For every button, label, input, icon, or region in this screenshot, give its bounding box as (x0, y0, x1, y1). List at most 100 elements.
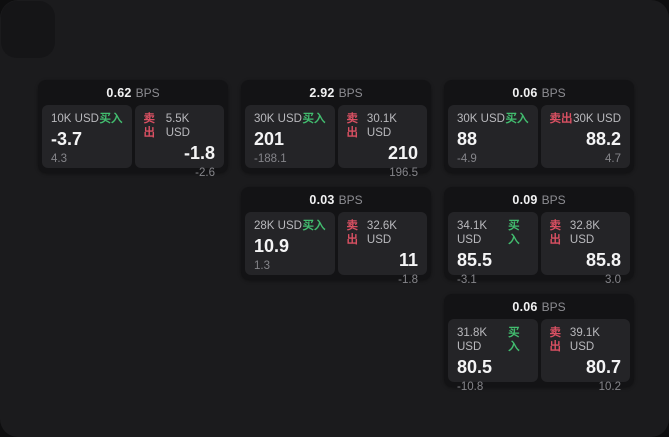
buy-side-tag: 买入 (302, 113, 326, 125)
buy-notional: 10K USD (51, 113, 99, 125)
buy-price: 201 (254, 129, 285, 149)
buy-side-tag: 买入 (99, 113, 123, 125)
bps-value: 0.09 (512, 192, 538, 207)
bps-value: 0.03 (309, 192, 335, 207)
buy-side-tag: 买入 (508, 327, 520, 353)
buy-panel-top: 34.1K USD 买入 (457, 219, 529, 247)
sell-price: 80.7 (585, 357, 621, 377)
quote-card: 0.06 BPS 30K USD 买入 88 -4.9 卖出 30K USD 88.2 4.7 (444, 80, 634, 173)
bps-unit-label: BPS (541, 192, 566, 207)
buy-delta: -3.1 (457, 274, 477, 286)
sell-quote-panel[interactable]: 卖出 30.1K USD 210 196.5 (337, 105, 427, 179)
buy-delta: -10.8 (457, 381, 484, 393)
bps-unit-label: BPS (338, 85, 363, 100)
sell-notional: 32.8K USD (569, 220, 600, 246)
buy-side-tag: 买入 (505, 113, 529, 125)
buy-panel-top: 10K USD 买入 (51, 112, 123, 126)
bps-unit-label: BPS (338, 192, 363, 207)
buy-quote-panel[interactable]: 10K USD 买入 -3.7 4.3 (42, 105, 132, 168)
buy-delta: 4.3 (51, 153, 67, 165)
buy-panel-top: 30K USD 买入 (457, 112, 529, 126)
sell-panel-top: 卖出 5.5K USD (144, 112, 216, 140)
quote-card: 0.03 BPS 28K USD 买入 10.9 1.3 卖出 32.6K USD 11 -1.8 (241, 187, 431, 286)
buy-price: 80.5 (457, 357, 493, 377)
sell-side-tag: 卖出 (143, 113, 156, 139)
buy-side-tag: 买入 (508, 220, 520, 246)
sell-panel-top: 卖出 30K USD (550, 112, 622, 126)
sell-notional: 5.5K USD (165, 113, 190, 139)
sell-notional: 32.6K USD (366, 220, 397, 246)
quote-card: 0.09 BPS 34.1K USD 买入 85.5 -3.1 卖出 32.8K USD 85.… (444, 187, 634, 286)
bps-header: 0.06 BPS (444, 80, 634, 105)
buy-quote-panel[interactable]: 31.8K USD 买入 80.5 -10.8 (448, 319, 538, 393)
buy-notional: 34.1K USD (457, 220, 488, 246)
buy-quote-panel[interactable]: 30K USD 买入 201 -188.1 (245, 105, 335, 168)
bps-header: 0.06 BPS (444, 294, 634, 319)
sell-notional: 30.1K USD (366, 113, 397, 139)
sell-quote-panel[interactable]: 卖出 32.8K USD 85.8 3.0 (540, 212, 630, 286)
quote-card-body: 30K USD 买入 88 -4.9 卖出 30K USD 88.2 4.7 (444, 105, 634, 172)
sell-side-tag: 卖出 (346, 113, 359, 139)
sell-price: 210 (387, 143, 418, 163)
sell-side-tag: 卖出 (549, 220, 562, 246)
buy-panel-top: 28K USD 买入 (254, 219, 326, 233)
sell-side-tag: 卖出 (549, 113, 573, 125)
sell-notional: 39.1K USD (569, 327, 600, 353)
buy-panel-top: 30K USD 买入 (254, 112, 326, 126)
bps-header: 0.62 BPS (38, 80, 228, 105)
buy-price: -3.7 (51, 129, 83, 149)
buy-side-tag: 买入 (302, 220, 326, 232)
bps-header: 2.92 BPS (241, 80, 431, 105)
sell-delta: 196.5 (389, 167, 418, 179)
buy-notional: 28K USD (254, 220, 302, 232)
bps-header: 0.03 BPS (241, 187, 431, 212)
buy-price: 88 (457, 129, 478, 149)
sell-side-tag: 卖出 (346, 220, 359, 246)
bps-value: 0.06 (512, 85, 538, 100)
sell-delta: -1.8 (398, 274, 418, 286)
quote-card: 2.92 BPS 30K USD 买入 201 -188.1 卖出 30.1K USD 210 1… (241, 80, 431, 179)
quote-card: 0.62 BPS 10K USD 买入 -3.7 4.3 卖出 5.5K USD -1.8 -2.… (38, 80, 228, 179)
buy-price: 85.5 (457, 250, 493, 270)
sell-price: 88.2 (585, 129, 621, 149)
sell-panel-top: 卖出 32.6K USD (347, 219, 419, 247)
quote-card-body: 10K USD 买入 -3.7 4.3 卖出 5.5K USD -1.8 -2.6 (38, 105, 228, 179)
sell-quote-panel[interactable]: 卖出 39.1K USD 80.7 10.2 (540, 319, 630, 393)
bps-unit-label: BPS (135, 85, 160, 100)
sell-quote-panel[interactable]: 卖出 32.6K USD 11 -1.8 (337, 212, 427, 286)
corner-widget (1, 1, 55, 58)
buy-notional: 30K USD (457, 113, 505, 125)
sell-panel-top: 卖出 30.1K USD (347, 112, 419, 140)
quote-card: 0.06 BPS 31.8K USD 买入 80.5 -10.8 卖出 39.1K USD 80… (444, 294, 634, 393)
sell-notional: 30K USD (573, 113, 621, 125)
quote-card-body: 30K USD 买入 201 -188.1 卖出 30.1K USD 210 196.5 (241, 105, 431, 179)
buy-price: 10.9 (254, 236, 290, 256)
buy-delta: -4.9 (457, 153, 477, 165)
quote-card-body: 28K USD 买入 10.9 1.3 卖出 32.6K USD 11 -1.8 (241, 212, 431, 286)
sell-delta: 10.2 (598, 381, 621, 393)
bps-unit-label: BPS (541, 85, 566, 100)
bps-unit-label: BPS (541, 299, 566, 314)
sell-delta: 3.0 (605, 274, 621, 286)
buy-quote-panel[interactable]: 28K USD 买入 10.9 1.3 (245, 212, 335, 275)
quote-card-body: 34.1K USD 买入 85.5 -3.1 卖出 32.8K USD 85.8 3.0 (444, 212, 634, 286)
buy-quote-panel[interactable]: 30K USD 买入 88 -4.9 (448, 105, 538, 168)
buy-panel-top: 31.8K USD 买入 (457, 326, 529, 354)
sell-panel-top: 卖出 39.1K USD (550, 326, 622, 354)
sell-quote-panel[interactable]: 卖出 30K USD 88.2 4.7 (540, 105, 630, 168)
bps-value: 2.92 (309, 85, 335, 100)
bps-value: 0.06 (512, 299, 538, 314)
sell-delta: -2.6 (195, 167, 215, 179)
sell-panel-top: 卖出 32.8K USD (550, 219, 622, 247)
sell-price: 11 (398, 250, 418, 270)
bps-header: 0.09 BPS (444, 187, 634, 212)
buy-quote-panel[interactable]: 34.1K USD 买入 85.5 -3.1 (448, 212, 538, 286)
sell-quote-panel[interactable]: 卖出 5.5K USD -1.8 -2.6 (134, 105, 224, 179)
sell-price: 85.8 (585, 250, 621, 270)
buy-notional: 30K USD (254, 113, 302, 125)
sell-delta: 4.7 (605, 153, 621, 165)
buy-delta: -188.1 (254, 153, 287, 165)
buy-notional: 31.8K USD (457, 327, 488, 353)
quote-card-body: 31.8K USD 买入 80.5 -10.8 卖出 39.1K USD 80.7 10.2 (444, 319, 634, 393)
